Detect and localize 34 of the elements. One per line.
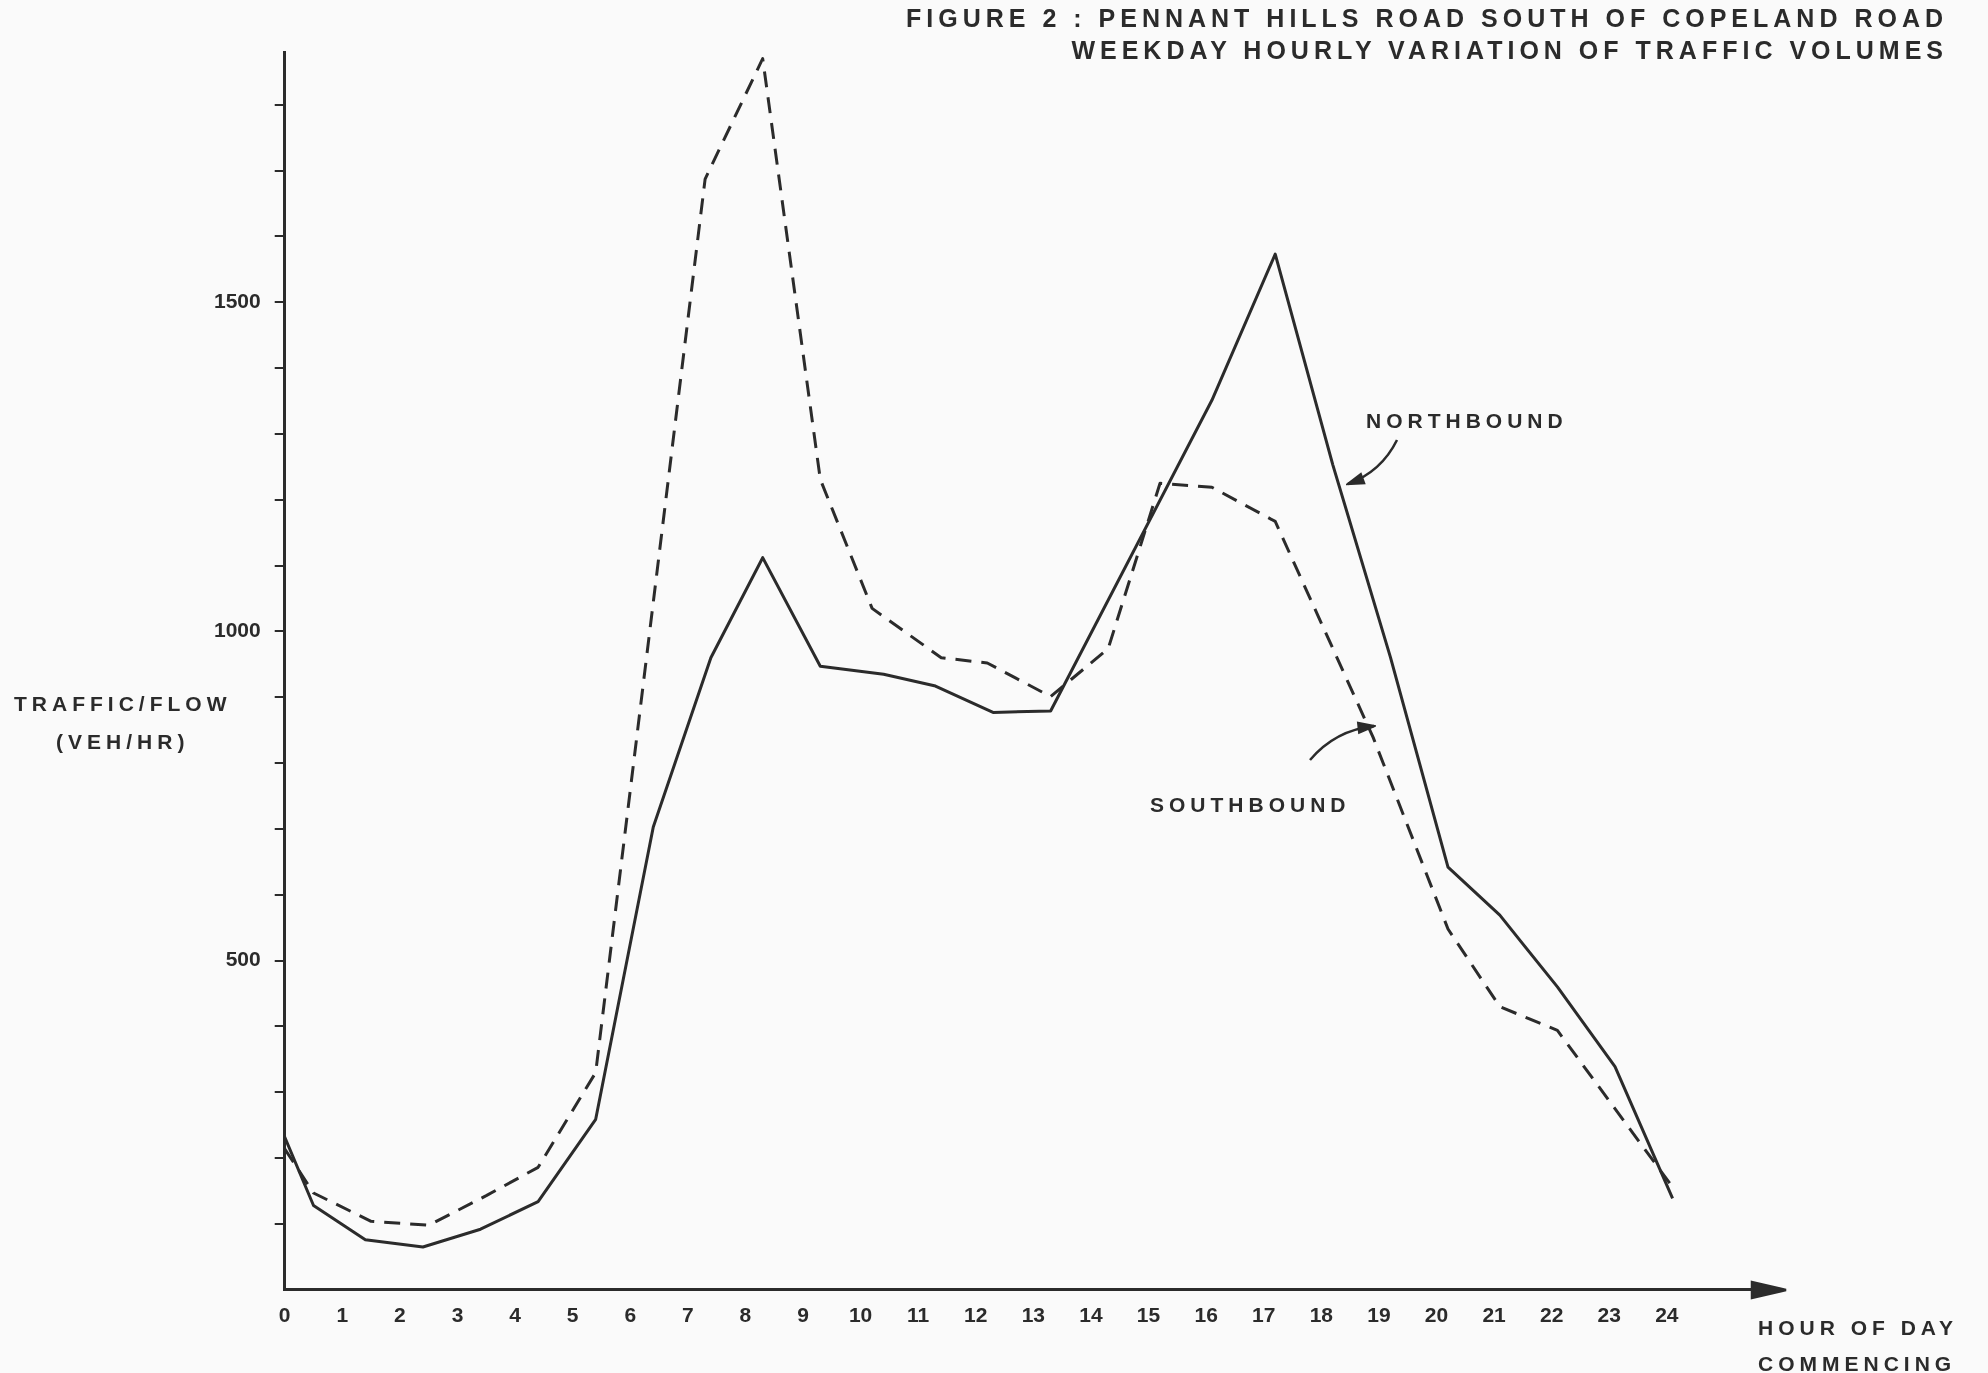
x-tick-label: 16: [1194, 1303, 1218, 1327]
series-label: NORTHBOUND: [1366, 408, 1568, 432]
x-tick-label: 23: [1597, 1303, 1621, 1327]
x-tick-label: 12: [964, 1303, 988, 1327]
x-tick-label: 17: [1252, 1303, 1276, 1327]
x-tick-label: 15: [1136, 1303, 1161, 1327]
x-tick-label: 1: [336, 1303, 349, 1327]
x-tick-label: 10: [848, 1303, 873, 1327]
y-tick-label: 500: [225, 947, 261, 971]
series-label: SOUTHBOUND: [1150, 792, 1351, 816]
x-tick-label: 22: [1539, 1303, 1564, 1327]
x-tick-label: 6: [624, 1303, 637, 1327]
x-tick-label: 24: [1655, 1303, 1679, 1327]
x-tick-label: 20: [1424, 1303, 1449, 1327]
x-tick-label: 5: [566, 1303, 579, 1327]
y-tick-label: 1500: [214, 288, 261, 312]
x-tick-label: 0: [278, 1303, 291, 1327]
x-tick-label: 18: [1309, 1303, 1334, 1327]
x-tick-label: 8: [739, 1303, 752, 1327]
x-tick-label: 2: [394, 1303, 406, 1327]
x-tick-label: 9: [797, 1303, 809, 1327]
x-tick-label: 21: [1482, 1303, 1507, 1327]
x-tick-label: 13: [1021, 1303, 1046, 1327]
y-axis-title: TRAFFIC/FLOW (VEH/HR): [14, 691, 232, 755]
chart-title: FIGURE 2 : PENNANT HILLS ROAD SOUTH OF COPELAND ROAD: [906, 4, 1948, 33]
x-tick-label: 3: [451, 1303, 464, 1327]
x-axis-title: HOUR OF DAY COMMENCING: [1758, 1315, 1959, 1373]
x-tick-label: 14: [1079, 1303, 1103, 1327]
x-tick-label: 4: [509, 1303, 522, 1327]
x-tick-label: 7: [681, 1303, 694, 1327]
x-tick-label: 19: [1367, 1303, 1391, 1327]
y-tick-label: 1000: [214, 618, 261, 642]
chart-subtitle: WEEKDAY HOURLY VARIATION OF TRAFFIC VOLUMES: [1071, 36, 1948, 65]
x-tick-label: 11: [907, 1303, 930, 1327]
